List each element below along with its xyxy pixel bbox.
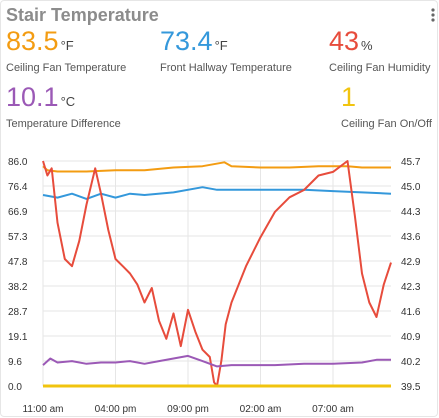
entity-value: 1: [341, 82, 357, 112]
entity-unit: °C: [60, 94, 76, 109]
left-axis-tick-label: 38.2: [8, 282, 28, 293]
entity-name: Ceiling Fan Temperature: [6, 62, 127, 74]
entity-name: Ceiling Fan On/Off: [341, 118, 432, 130]
x-axis-tick-label: 04:00 pm: [95, 404, 137, 415]
entity-value: 10.1: [6, 82, 59, 112]
right-axis-tick-label: 41.6: [401, 307, 421, 318]
left-axis-tick-label: 57.3: [8, 232, 28, 243]
entity-unit: °F: [60, 38, 74, 53]
x-axis-ticks: 11:00 am 04:00 pm 09:00 pm 02:00 am 07:00 am: [23, 404, 354, 415]
x-axis-tick-label: 11:00 am: [23, 404, 64, 415]
chart-series: [42, 160, 392, 388]
entity-ceiling-fan-on-off[interactable]: 1 Ceiling Fan On/Off: [341, 82, 432, 131]
left-axis-tick-label: 86.0: [8, 157, 28, 168]
left-axis-tick-label: 28.7: [8, 307, 28, 318]
entity-name: Temperature Difference: [6, 118, 121, 130]
series-line-0: [42, 161, 391, 173]
entity-value: 43: [329, 26, 360, 56]
right-axis-tick-label: 45.7: [401, 157, 421, 168]
right-axis-tick-label: 44.3: [401, 207, 421, 218]
left-axis-tick-label: 0.0: [8, 382, 22, 393]
right-axis-tick-label: 40.9: [401, 332, 421, 343]
series-line-2: [42, 160, 392, 387]
x-axis-tick-label: 09:00 pm: [167, 404, 209, 415]
right-axis-tick-label: 45.0: [401, 182, 421, 193]
entity-unit: °F: [214, 38, 228, 53]
left-axis-tick-label: 47.8: [8, 257, 28, 268]
left-axis-ticks: 0.0 9.6 19.1 28.7 38.2 47.8 57.3 66.9 76.4 86.0: [8, 157, 28, 393]
card-title: Stair Temperature: [6, 5, 159, 25]
entity-front-hallway-temperature[interactable]: 73.4 °F Front Hallway Temperature: [160, 26, 292, 75]
left-axis-tick-label: 19.1: [8, 332, 28, 343]
right-axis-tick-label: 43.6: [401, 232, 421, 243]
series-line-1: [42, 186, 392, 200]
entity-value: 83.5: [6, 26, 59, 56]
more-options-icon[interactable]: [426, 7, 438, 23]
right-axis-tick-label: 42.9: [401, 257, 421, 268]
right-axis-ticks: 39.5 40.2 40.9 41.6 42.3 42.9 43.6 44.3 45.0 45.7: [401, 157, 421, 393]
left-axis-tick-label: 9.6: [8, 357, 22, 368]
series-line-3: [42, 354, 391, 368]
entity-temperature-difference[interactable]: 10.1 °C Temperature Difference: [6, 82, 121, 131]
entity-ceiling-fan-temperature[interactable]: 83.5 °F Ceiling Fan Temperature: [6, 26, 127, 75]
right-axis-tick-label: 39.5: [401, 382, 421, 393]
entity-ceiling-fan-humidity[interactable]: 43% Ceiling Fan Humidity: [329, 26, 431, 75]
x-axis-tick-label: 07:00 am: [312, 404, 354, 415]
right-axis-tick-label: 42.3: [401, 282, 421, 293]
left-axis-tick-label: 76.4: [8, 182, 28, 193]
left-axis-tick-label: 66.9: [8, 207, 28, 218]
entity-name: Ceiling Fan Humidity: [329, 62, 431, 74]
entity-unit: %: [361, 38, 373, 53]
x-axis-tick-label: 02:00 am: [240, 404, 282, 415]
entity-value: 73.4: [160, 26, 213, 56]
history-chart[interactable]: 0.0 9.6 19.1 28.7 38.2 47.8 57.3 66.9 76.4 86.0 3…: [1, 146, 438, 417]
right-axis-tick-label: 40.2: [401, 357, 421, 368]
entity-name: Front Hallway Temperature: [160, 62, 292, 74]
